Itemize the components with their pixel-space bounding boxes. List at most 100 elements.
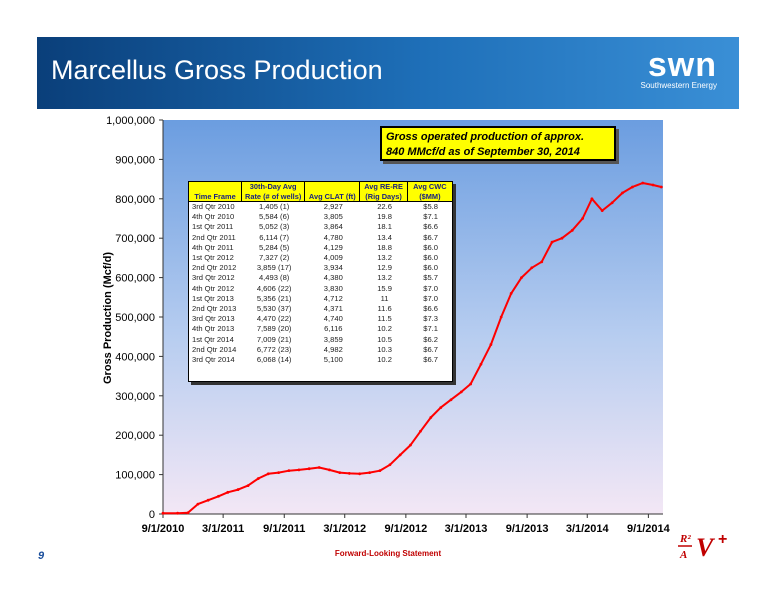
table-cell: 6,068 (14): [256, 355, 292, 365]
table-header-row: Time Frame 30th-Day Avg Rate (# of wells) A…: [189, 182, 452, 202]
production-data-point: [641, 181, 645, 185]
table-cell: 3,830: [323, 283, 343, 293]
production-data-point: [449, 398, 453, 402]
table-cell: 5,052 (3): [258, 222, 290, 232]
table-cell: 4,606 (22): [256, 283, 292, 293]
table-cell: 12.9: [377, 263, 392, 273]
table-cell: 4,780: [323, 232, 343, 242]
production-data-point: [409, 443, 412, 447]
y-tick-label: 300,000: [115, 391, 155, 403]
table-cell: $6.0: [423, 253, 439, 263]
table-cell: 1st Qtr 2012: [192, 253, 234, 263]
production-data-point: [520, 276, 523, 279]
production-data-point: [621, 191, 624, 195]
table-cell: 4,982: [323, 344, 343, 354]
table-cell: 5,356 (21): [256, 293, 292, 303]
table-cell: 4,493 (8): [258, 273, 290, 283]
y-tick-label: 200,000: [115, 430, 155, 442]
logo-wordmark: swn: [647, 46, 717, 84]
production-data-point: [499, 315, 503, 319]
table-cell: 1st Qtr 2011: [192, 222, 234, 232]
table-cell: 2nd Qtr 2011: [192, 232, 236, 242]
production-data-point: [489, 343, 493, 346]
table-cell: $7.1: [423, 324, 439, 334]
company-logo: swn Southwestern Energy: [641, 47, 718, 90]
table-row: 1st Qtr 2014 7,009 (21) 3,859 10.5 $6.2: [189, 335, 452, 345]
table-header-bottom: Avg CLAT (ft): [308, 191, 356, 201]
table-cell: 4,371: [323, 304, 343, 314]
production-data-point: [226, 490, 230, 494]
production-data-point: [161, 511, 165, 515]
callout-line-2: 840 MMcf/d as of September 30, 2014: [386, 146, 580, 158]
forward-looking-statement: Forward-Looking Statement: [334, 549, 442, 558]
production-data-point: [297, 468, 301, 472]
production-data-point: [560, 236, 564, 240]
table-cell: 11.6: [377, 304, 392, 314]
production-data-point: [570, 228, 574, 232]
y-tick-label: 0: [149, 509, 155, 521]
production-data-point: [196, 502, 200, 506]
table-cell: 2nd Qtr 2012: [192, 263, 237, 273]
callout-line-1: Gross operated production of approx.: [386, 131, 585, 143]
production-data-point: [429, 416, 433, 419]
table-cell: 2nd Qtr 2013: [192, 304, 237, 314]
table-header-2: Avg CLAT (ft): [304, 182, 360, 202]
table-cell: $6.7: [423, 344, 439, 354]
production-data-point: [338, 471, 342, 475]
table-header-top: Avg RE-RE: [364, 182, 403, 191]
production-data-point: [266, 472, 270, 476]
well-metrics-table: Time Frame 30th-Day Avg Rate (# of wells) A…: [188, 181, 453, 382]
table-cell: 3,859: [323, 334, 343, 344]
table-header-bottom: Rate (# of wells): [245, 191, 302, 201]
y-tick-label: 800,000: [115, 194, 155, 206]
table-cell: 3,934: [323, 263, 343, 273]
production-data-point: [419, 429, 422, 433]
production-data-point: [206, 498, 210, 502]
table-cell: 3rd Qtr 2012: [192, 273, 235, 283]
table-cell: 10.2: [377, 324, 392, 334]
table-row: 4th Qtr 2013 7,589 (20) 6,116 10.2 $7.1: [189, 324, 452, 334]
table-cell: 1st Qtr 2014: [192, 334, 234, 344]
table-row: 1st Qtr 2011 5,052 (3) 3,864 18.1 $6.6: [189, 222, 452, 232]
table-cell: 6,116: [324, 324, 343, 334]
svg-text:V: V: [696, 533, 716, 562]
table-cell: 4,129: [323, 242, 343, 252]
table-cell: 4,380: [323, 273, 343, 283]
y-tick-label: 600,000: [115, 273, 155, 285]
production-data-point: [358, 472, 362, 476]
table-cell: $6.7: [423, 232, 439, 242]
production-data-point: [398, 453, 402, 457]
production-data-point: [439, 406, 443, 410]
table-header-1: 30th-Day Avg Rate (# of wells): [241, 182, 305, 202]
page-number: 9: [38, 550, 45, 562]
table-row: 4th Qtr 2011 5,284 (5) 4,129 18.8 $6.0: [189, 243, 452, 253]
production-data-point: [236, 488, 240, 491]
table-cell: $6.0: [423, 242, 439, 252]
table-row: 3rd Qtr 2013 4,470 (22) 4,740 11.5 $7.3: [189, 314, 452, 324]
table-row: 4th Qtr 2010 5,584 (6) 3,805 19.8 $7.1: [189, 212, 452, 222]
table-cell: 4th Qtr 2013: [192, 324, 235, 334]
table-row: 2nd Qtr 2012 3,859 (17) 3,934 12.9 $6.0: [189, 263, 452, 273]
y-axis-title: Gross Production (Mcf/d): [102, 252, 114, 384]
table-cell: 13.2: [377, 273, 392, 283]
y-tick-label: 400,000: [115, 351, 155, 363]
x-tick-label: 9/1/2011: [263, 523, 305, 535]
table-cell: 3,805: [323, 212, 343, 222]
table-cell: 4th Qtr 2012: [192, 283, 235, 293]
production-data-point: [246, 484, 250, 488]
svg-text:+: +: [718, 531, 727, 548]
production-series-line: [163, 182, 662, 515]
table-cell: 5,284 (5): [258, 242, 290, 252]
table-cell: $6.6: [423, 304, 439, 314]
svg-text:A: A: [679, 549, 687, 561]
table-row: 3rd Qtr 2012 4,493 (8) 4,380 13.2 $5.7: [189, 273, 452, 283]
table-header-bottom: Time Frame: [194, 191, 236, 201]
table-cell: 7,009 (21): [256, 334, 292, 344]
table-cell: 7,589 (20): [256, 324, 292, 334]
table-cell: 4,712: [323, 293, 343, 303]
production-data-point: [530, 266, 534, 270]
production-data-point: [540, 260, 544, 264]
x-tick-label: 3/1/2013: [445, 523, 488, 535]
table-cell: 13.4: [377, 232, 392, 242]
table-cell: 10.3: [377, 344, 392, 354]
